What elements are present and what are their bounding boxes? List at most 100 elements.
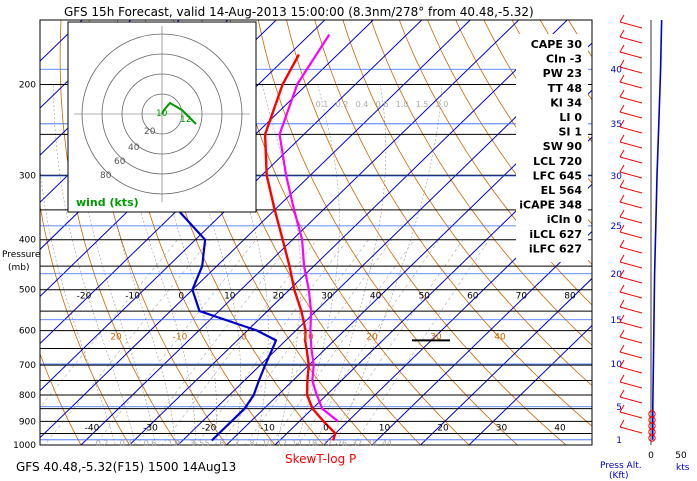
- wind-barb: [619, 29, 643, 44]
- isotherm-label-low: 20: [437, 423, 449, 433]
- mixing-ratio-label: 0.1: [316, 100, 329, 109]
- wind-barb: [619, 104, 643, 119]
- isotherm-label: 40: [370, 292, 382, 302]
- wind-barb-flag: [619, 119, 625, 128]
- hodograph-trace: [161, 101, 197, 125]
- theta-label: 30: [430, 333, 442, 343]
- footer-left: GFS 40.48,-5.32(F15) 1500 14Aug13: [16, 460, 236, 474]
- wind-barb-flag: [619, 299, 625, 308]
- isotherm-label-low: -40: [85, 423, 100, 433]
- index-pw: PW 23: [543, 67, 582, 80]
- wind-barb-staff: [619, 21, 643, 29]
- altitude-tick-label: 5: [616, 403, 622, 413]
- mixing-ratio-label-bottom: 1.5: [192, 439, 205, 448]
- mixing-ratio-label: 0.4: [356, 100, 369, 109]
- wind-barb-flag: [619, 254, 625, 263]
- isotherm-label-low: -20: [202, 423, 217, 433]
- altitude-tick-label: 1: [616, 436, 622, 446]
- mixing-ratio-label-bottom: 6: [219, 439, 224, 448]
- wind-barb-flag: [619, 284, 625, 293]
- wind-barbs: [619, 14, 656, 442]
- isotherm-label: 60: [467, 292, 479, 302]
- theta-label: 0: [241, 333, 247, 343]
- wind-speed-tick-label: 50: [675, 451, 687, 461]
- altitude-tick-label: 25: [611, 222, 622, 232]
- wind-barb-flag: [619, 329, 625, 338]
- altitude-tick-label: 15: [611, 316, 622, 326]
- altitude-tick-label: 20: [611, 270, 623, 280]
- wind-barb: [619, 329, 643, 344]
- mixing-ratio-label-bottom: 0.4: [120, 439, 133, 448]
- moist-adiabats: [40, 84, 443, 445]
- wind-barb: [619, 194, 643, 209]
- mixing-ratio-label-bottom: 12: [277, 439, 287, 448]
- chart-title: GFS 15h Forecast, valid 14-Aug-2013 15:0…: [64, 5, 534, 19]
- parcel-trace: [278, 33, 339, 423]
- index-si: SI 1: [559, 126, 583, 139]
- hodograph-ring-label: 20: [144, 127, 156, 137]
- dry-adiabat: [342, 20, 592, 387]
- hodograph-trace-label: 12: [180, 115, 191, 125]
- mixing-ratio-label-bottom: 22: [322, 439, 332, 448]
- wind-barb-staff: [619, 186, 643, 194]
- wind-barb-staff: [619, 246, 643, 254]
- wind-barb-staff: [619, 141, 643, 149]
- wind-barb: [619, 134, 643, 149]
- hodograph-trace-label: 10: [156, 109, 168, 119]
- moist-adiabat: [335, 84, 443, 445]
- wind-barb-flag: [619, 374, 625, 383]
- isotherm-line: [40, 20, 374, 345]
- wind-barb: [619, 389, 643, 404]
- wind-barb: [619, 209, 643, 224]
- mixing-ratio-line: [269, 239, 415, 445]
- moist-adiabat: [295, 84, 340, 445]
- isotherm-line: [40, 20, 326, 298]
- wind-barb-staff: [619, 276, 643, 284]
- index-lfc: LFC 645: [533, 169, 582, 182]
- mixing-ratio-label: 0.6: [376, 100, 389, 109]
- mixing-ratio-label-bottom: 5: [204, 439, 209, 448]
- hodograph-ring-label: 60: [114, 157, 126, 167]
- wind-barb-flag: [619, 179, 625, 188]
- wind-barb: [619, 149, 643, 164]
- isotherm-label: 20: [273, 292, 285, 302]
- wind-barb: [619, 89, 643, 104]
- wind-barb: [619, 179, 643, 194]
- wind-barb: [619, 59, 643, 74]
- wind-barb-flag: [619, 29, 625, 38]
- mixing-ratio-line: [136, 239, 294, 445]
- wind-barb: [619, 239, 643, 254]
- dry-adiabat: [0, 5, 38, 456]
- mixing-ratio-line: [44, 239, 211, 445]
- moist-adiabat: [53, 84, 136, 445]
- wind-speed-tick-label: 0: [648, 451, 654, 461]
- wind-barb-flag: [619, 104, 625, 113]
- wind-barb-staff: [619, 171, 643, 179]
- theta-label: 20: [366, 333, 378, 343]
- index-sw: SW 90: [543, 140, 583, 153]
- index-cape: CAPE 30: [531, 38, 583, 51]
- isotherm-label: 30: [321, 292, 333, 302]
- mixing-ratio-line: [244, 239, 393, 445]
- mixing-ratio-label-bottom: 10: [262, 439, 272, 448]
- hodograph-ring-label: 40: [128, 143, 140, 153]
- wind-barb-staff: [619, 231, 643, 239]
- mixing-ratio-label: 0.2: [336, 100, 349, 109]
- wind-barb-flag: [619, 344, 625, 353]
- hodograph-ring-label: 80: [100, 171, 112, 181]
- mixing-ratio-label-bottom: 14: [292, 439, 302, 448]
- wind-barb: [619, 404, 643, 419]
- index-li: LI 0: [559, 111, 582, 124]
- mixing-ratio-line: [195, 239, 348, 445]
- theta-label: 40: [494, 333, 506, 343]
- isotherm-label: 0: [178, 292, 184, 302]
- isobars: [40, 20, 592, 445]
- mixing-ratio-line: [94, 239, 257, 445]
- wind-barb: [619, 299, 643, 314]
- press-alt-unit: (Kft): [609, 471, 628, 481]
- wind-barb: [619, 269, 643, 284]
- wind-barb: [619, 44, 643, 59]
- plot-area: [0, 5, 592, 456]
